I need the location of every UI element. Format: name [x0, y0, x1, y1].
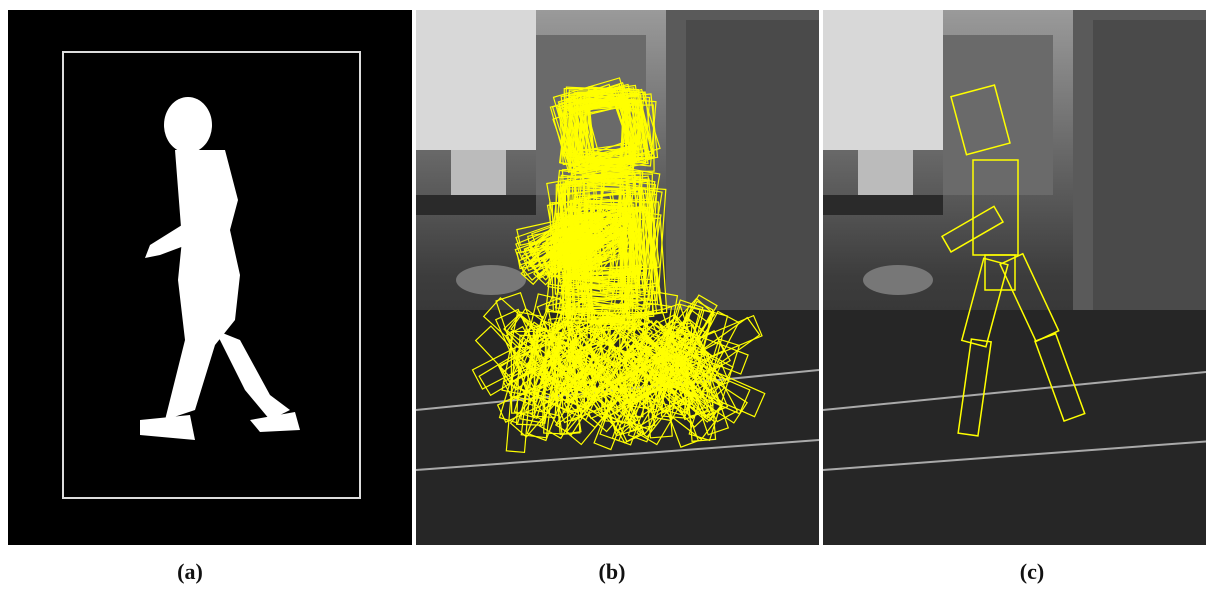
panel-a: [8, 10, 412, 545]
panel-c: [823, 10, 1206, 545]
panel-label: (c): [1020, 559, 1044, 584]
panel-label: (a): [177, 559, 203, 584]
panel-b: [416, 10, 819, 545]
panel-label: (b): [599, 559, 626, 584]
page: (a) (b) (c) (() => { const data = JSON.p…: [0, 0, 1206, 590]
figure: (a) (b) (c): [0, 0, 1206, 590]
